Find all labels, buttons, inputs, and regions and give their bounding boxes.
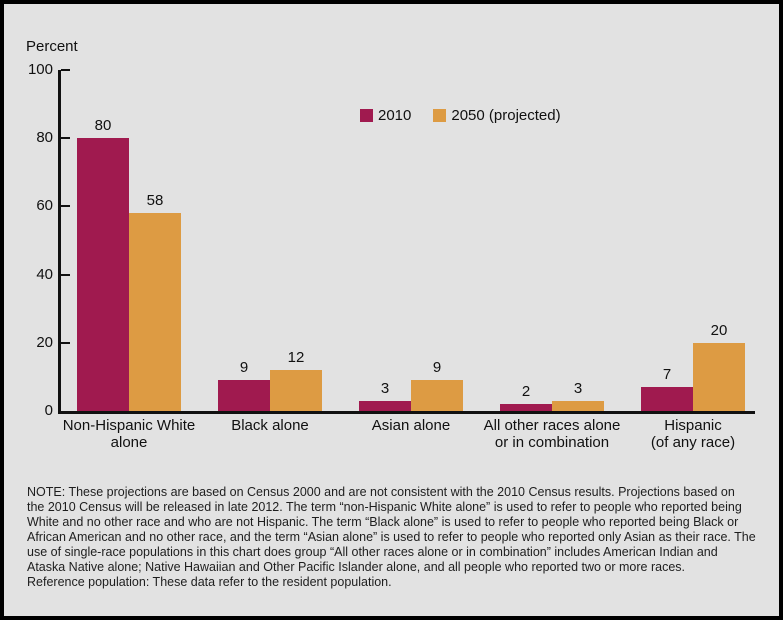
y-tick-mark <box>61 137 70 140</box>
legend-swatch-2050 <box>433 109 447 122</box>
legend-label-2050: 2050 (projected) <box>451 107 561 124</box>
y-tick-mark <box>61 341 70 344</box>
bar-value-label: 58 <box>146 192 164 210</box>
y-tick-label: 100 <box>27 61 53 78</box>
note-line: Ataska Native alone; Native Hawaiian and… <box>27 560 685 574</box>
note-line: African American and no other race, and … <box>27 530 756 544</box>
bar <box>693 342 745 411</box>
y-tick-label: 60 <box>36 197 53 215</box>
category-label: Non-Hispanic White alone <box>62 417 196 451</box>
bar-value-label: 9 <box>432 359 442 377</box>
bar-value-label: 2 <box>521 383 531 401</box>
y-axis-line <box>58 70 61 414</box>
bar <box>641 387 693 411</box>
note-line: White and no other race and who are not … <box>27 515 739 529</box>
category-label: Asian alone <box>371 417 451 434</box>
chart-canvas: Percent 0 20 40 60 80 100 80 58 Non-Hispanic Whi… <box>4 4 779 616</box>
bar <box>270 370 322 411</box>
bar-value-label: 3 <box>380 379 390 397</box>
category-label: Black alone <box>231 417 309 434</box>
bar <box>411 380 463 411</box>
legend-label-2010: 2010 <box>378 107 412 124</box>
legend-item-2050: 2050 (projected) <box>433 107 561 124</box>
note-text: NOTE: These projections are based on Cen… <box>27 485 767 590</box>
note-line: the 2010 Census will be released in late… <box>27 500 742 514</box>
y-tick-label: 20 <box>36 333 53 351</box>
legend: 2010 2050 (projected) <box>360 107 561 124</box>
bar-value-label: 12 <box>287 349 305 367</box>
y-tick-label: 40 <box>36 265 53 283</box>
note-line: use of single-race populations in this c… <box>27 545 718 559</box>
bar-value-label: 80 <box>94 117 112 135</box>
bar <box>359 400 411 411</box>
bar <box>500 404 552 411</box>
bar-value-label: 3 <box>573 379 583 397</box>
legend-item-2010: 2010 <box>360 107 411 124</box>
bar <box>552 400 604 411</box>
y-tick-mark <box>61 69 70 71</box>
category-label: Hispanic (of any race) <box>650 417 736 451</box>
bar <box>77 138 129 411</box>
y-tick-label: 80 <box>36 129 53 147</box>
y-tick-mark <box>61 205 70 208</box>
y-axis-title: Percent <box>26 38 78 55</box>
bar <box>218 380 270 411</box>
bar-value-label: 9 <box>239 359 249 377</box>
bar-value-label: 7 <box>662 366 672 384</box>
bar-value-label: 20 <box>710 321 728 339</box>
y-tick-label: 0 <box>44 402 53 419</box>
legend-swatch-2010 <box>360 109 373 122</box>
note-line: Reference population: These data refer t… <box>27 575 392 589</box>
y-tick-mark <box>61 273 70 276</box>
bar <box>129 213 181 411</box>
x-axis-line <box>58 411 755 414</box>
category-label: All other races alone or in combination <box>483 417 621 451</box>
note-line: NOTE: These projections are based on Cen… <box>27 485 735 499</box>
